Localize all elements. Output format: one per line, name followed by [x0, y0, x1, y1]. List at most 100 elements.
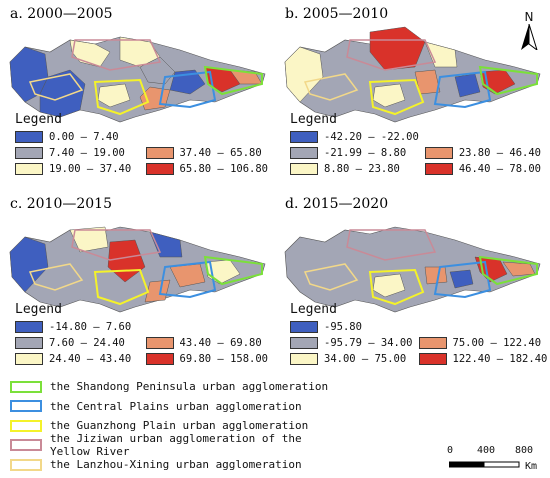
central-plains-boundary	[433, 70, 492, 109]
guanzhong-boundary	[368, 268, 425, 306]
scale-unit: Km	[525, 461, 538, 472]
legend-swatch	[145, 147, 174, 159]
guanzhong-boundary	[368, 78, 425, 116]
legend-swatch	[15, 131, 43, 143]
legend-swatch	[290, 147, 318, 159]
legend-swatch	[418, 353, 447, 365]
legend-item: 19.00 — 37.40	[15, 163, 140, 175]
shandong-boundary	[203, 255, 263, 286]
legend-swatch	[290, 131, 318, 143]
jiziwan-boundary	[71, 229, 162, 261]
legend-item: 34.00 — 75.00	[290, 353, 413, 365]
legend-item: -95.80	[290, 321, 413, 333]
legend-label: 19.00 — 37.40	[49, 163, 132, 175]
jiziwan-boundary	[346, 229, 437, 261]
guanzhong-boundary	[93, 268, 150, 306]
legend-title: Legend	[290, 302, 337, 317]
north-arrow-icon	[521, 23, 538, 52]
legend-label: 24.40 — 43.40	[49, 353, 132, 365]
choropleth-map	[284, 26, 541, 123]
legend-item: 8.80 — 23.80	[290, 163, 419, 175]
scale-tick-800: 800	[515, 445, 534, 456]
central-plains-boundary	[433, 260, 492, 299]
north-label: N	[524, 10, 534, 24]
legend-swatch	[15, 147, 43, 159]
region-west	[284, 46, 324, 103]
shandong-boundary	[203, 65, 263, 96]
agglomeration-label: the Shandong Peninsula urban agglomerati…	[50, 380, 329, 394]
legend-item: 0.00 — 7.40	[15, 131, 140, 143]
legend-item: 65.80 — 106.80	[145, 163, 271, 175]
lanzhou-xining-boundary	[28, 73, 84, 101]
legend-swatch	[290, 353, 318, 365]
scale-tick-400: 400	[477, 445, 496, 456]
region-west	[9, 236, 49, 293]
legend-title: Legend	[15, 302, 62, 317]
legend-grid: -14.80 — 7.60 7.60 — 24.40 43.40 — 69.80…	[15, 321, 270, 365]
region-central	[424, 266, 448, 285]
legend-label: -95.79 — 34.00	[324, 337, 413, 349]
legend-item: 7.40 — 19.00	[15, 147, 140, 159]
legend-swatch	[15, 353, 43, 365]
agglomeration-label: the Guanzhong Plain urban agglomeration	[50, 419, 309, 433]
legend-label: 46.40 — 78.00	[458, 163, 542, 175]
agglomeration-swatch	[10, 380, 42, 393]
legend-grid: -42.20 — -22.00 -21.99 — 8.80 23.80 — 46…	[290, 131, 545, 175]
agglomeration-item: the Central Plains urban agglomeration	[10, 397, 330, 417]
panel-title: b. 2005—2010	[285, 6, 389, 22]
legend-swatch	[418, 337, 447, 349]
lanzhou-xining-boundary	[303, 263, 359, 291]
region-guanzhong	[97, 83, 131, 108]
region-east-central	[454, 73, 481, 98]
region-north	[369, 26, 426, 71]
map-panel-2005-2010: b. 2005—2010 Legend -42.20 — -22.00 -21.…	[275, 0, 550, 185]
legend-title: Legend	[290, 112, 337, 127]
legend-item: 37.40 — 65.80	[145, 147, 271, 159]
scale-bar-graphic	[449, 461, 520, 468]
legend-spacer	[146, 131, 271, 132]
legend-label: -95.80	[324, 321, 362, 333]
legend-item: 69.80 — 158.00	[145, 353, 271, 365]
legend-label: -21.99 — 8.80	[324, 147, 407, 159]
legend-label: 37.40 — 65.80	[179, 147, 262, 159]
legend-label: 0.00 — 7.40	[49, 131, 119, 143]
agglomeration-swatch	[10, 419, 42, 432]
legend-swatch	[290, 337, 318, 349]
legend-swatch	[290, 321, 318, 333]
legend-spacer	[419, 321, 548, 322]
choropleth-map	[9, 36, 266, 123]
legend-grid: -95.80 -95.79 — 34.00 75.00 — 122.40 34.…	[290, 321, 548, 365]
legend-item: 43.40 — 69.80	[145, 337, 271, 349]
panel-title: c. 2010—2015	[10, 196, 112, 212]
agglomeration-swatch	[10, 400, 42, 413]
legend-swatch	[145, 163, 174, 175]
agglomeration-legend: the Shandong Peninsula urban agglomerati…	[10, 377, 330, 475]
legend-swatch	[145, 337, 174, 349]
panel-title: a. 2000—2005	[10, 6, 113, 22]
region-north-east	[424, 41, 458, 68]
legend-swatch	[424, 147, 453, 159]
central-plains-boundary	[158, 70, 217, 109]
legend-item: 122.40 — 182.40	[418, 353, 548, 365]
region-east-central	[449, 269, 474, 289]
scale-bar: 0 400 800 Km	[445, 445, 545, 475]
legend-label: 8.80 — 23.80	[324, 163, 400, 175]
agglomeration-item: the Lanzhou-Xining urban agglomeration	[10, 455, 330, 475]
agglomeration-swatch	[10, 439, 42, 452]
jiziwan-boundary	[346, 39, 437, 71]
legend-label: 7.40 — 19.00	[49, 147, 125, 159]
central-plains-boundary	[158, 260, 217, 299]
agglomeration-label: the Jiziwan urban agglomeration of the Y…	[50, 432, 302, 459]
shandong-boundary	[478, 65, 538, 96]
legend-swatch	[145, 353, 174, 365]
legend-grid: 0.00 — 7.40 7.40 — 19.00 37.40 — 65.80 1…	[15, 131, 270, 175]
jiziwan-boundary	[71, 39, 162, 71]
region-north	[69, 226, 109, 253]
legend-title: Legend	[15, 112, 62, 127]
legend-label: 122.40 — 182.40	[452, 353, 548, 365]
agglomeration-item: the Shandong Peninsula urban agglomerati…	[10, 377, 330, 397]
legend-label: -42.20 — -22.00	[324, 131, 419, 143]
legend-item: 24.40 — 43.40	[15, 353, 140, 365]
agglomeration-label: the Central Plains urban agglomeration	[50, 399, 302, 413]
legend-swatch	[15, 163, 43, 175]
